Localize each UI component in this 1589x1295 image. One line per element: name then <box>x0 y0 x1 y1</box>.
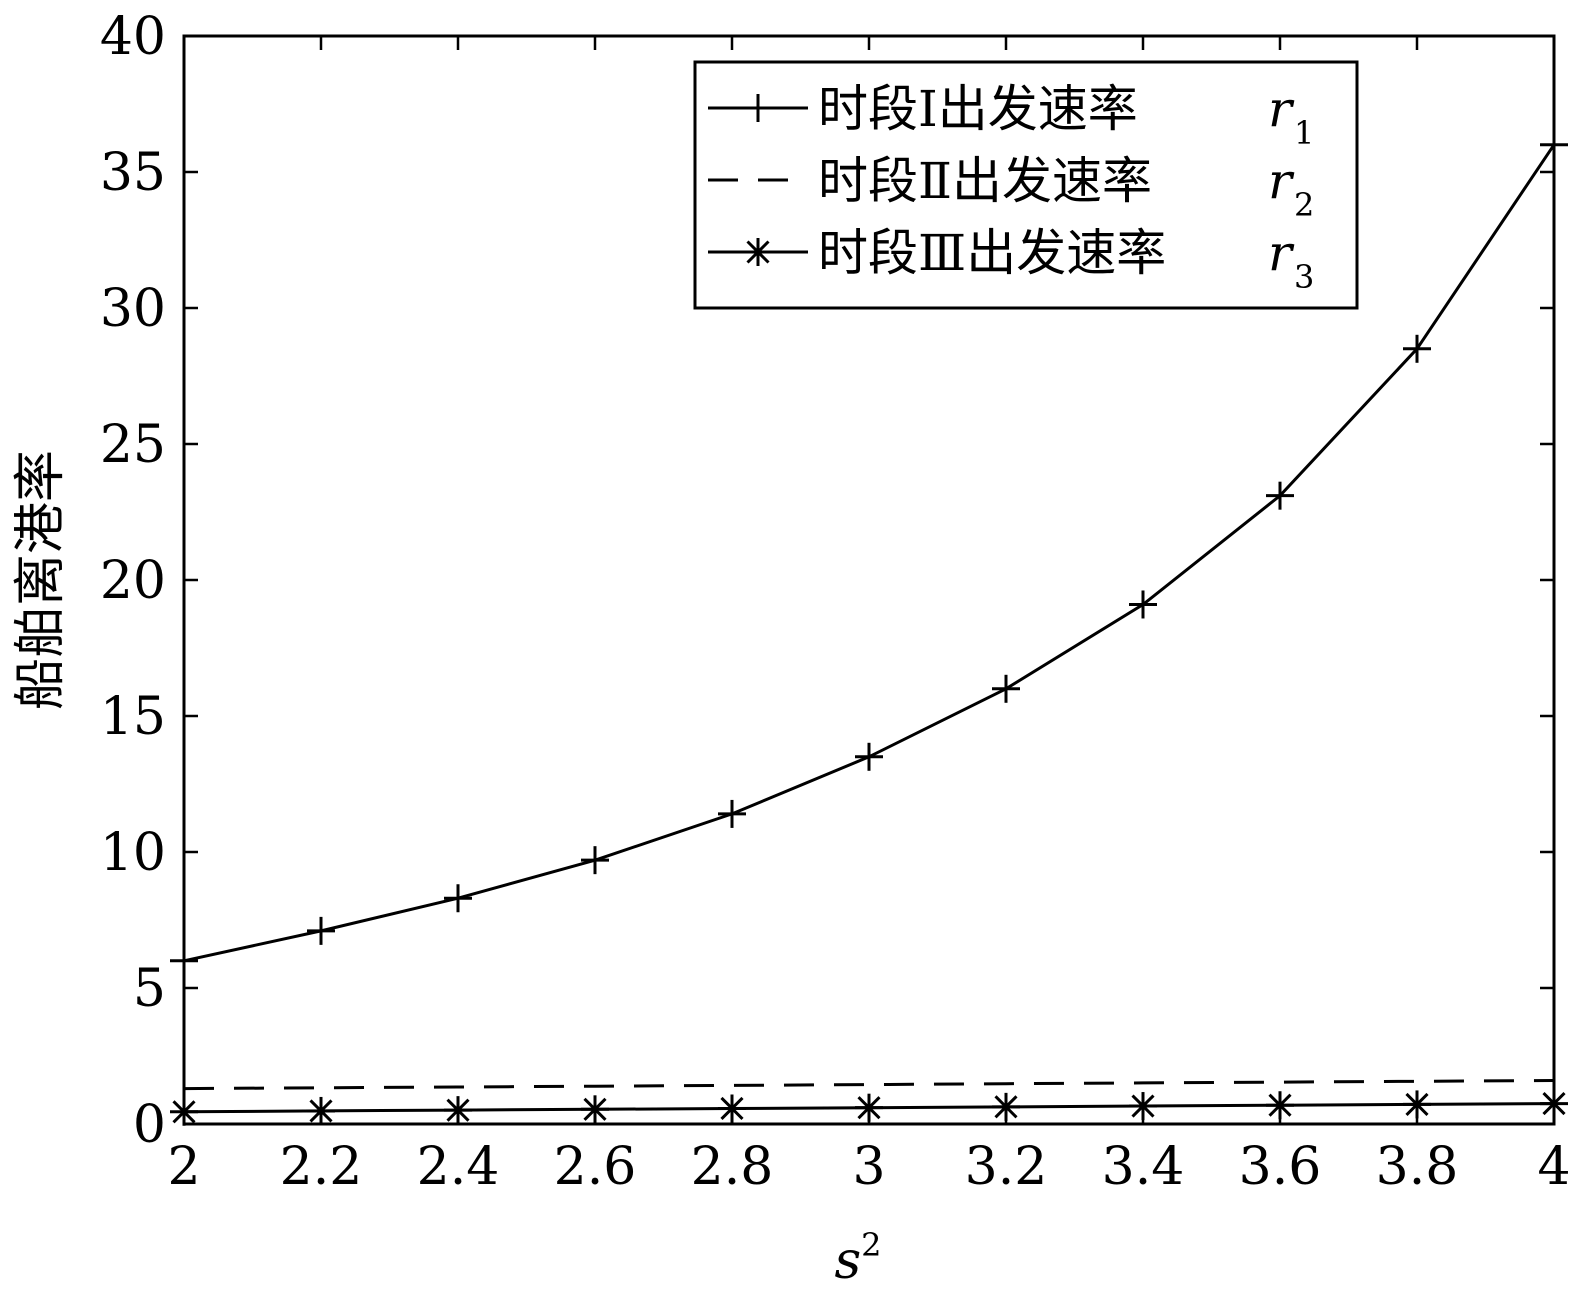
x-tick-label: 2.2 <box>280 1137 363 1197</box>
y-tick-label: 15 <box>100 687 166 747</box>
series-1-point <box>307 916 335 945</box>
series-1-point <box>444 884 472 913</box>
legend-subscript: 1 <box>1294 114 1314 152</box>
y-tick-label: 40 <box>100 7 166 67</box>
series-3-point <box>855 1093 883 1122</box>
marker-stroke <box>720 1096 744 1121</box>
y-tick-label: 25 <box>100 415 166 475</box>
x-axis-label-text: s <box>834 1231 861 1291</box>
svg-text:s2: s2 <box>834 1226 881 1291</box>
series-2 <box>183 1079 1555 1091</box>
legend-marker-sample <box>744 94 772 122</box>
series-3 <box>170 1089 1568 1126</box>
x-tick-label: 3.2 <box>965 1137 1048 1197</box>
series-1-point <box>1403 334 1431 363</box>
series-3-point <box>992 1092 1020 1121</box>
series-1-point <box>1129 590 1157 619</box>
marker-stroke <box>746 240 770 264</box>
marker-stroke <box>1405 1092 1429 1116</box>
legend-subscript: 3 <box>1294 258 1314 296</box>
x-tick-label: 2.4 <box>417 1137 500 1197</box>
y-tick-label: 5 <box>133 959 166 1019</box>
ticks-layer: 2 2.2 2.4 2.6 2.8 3 3.2 3.4 3.6 3.8 40510152025303… <box>100 7 1571 1197</box>
legend-label: 时段Ⅱ出发速率 <box>818 152 1152 210</box>
series-2-line <box>183 1079 1555 1091</box>
x-tick-label: 2 <box>167 1137 200 1197</box>
x-axis-label-superscript: 2 <box>861 1226 881 1264</box>
marker-stroke <box>994 1095 1018 1119</box>
legend-entry-1: 时段Ⅰ出发速率 r 1 <box>708 80 1314 152</box>
series-1-point <box>1266 481 1294 510</box>
legend-subscript: 2 <box>1294 186 1314 224</box>
marker-stroke <box>857 1096 881 1120</box>
series-1-point <box>581 846 609 875</box>
legend-symbol: r <box>1268 152 1295 210</box>
legend-label: 时段Ⅲ出发速率 <box>818 224 1166 282</box>
x-tick-label: 2.6 <box>554 1137 637 1197</box>
legend-label: 时段Ⅰ出发速率 <box>818 80 1138 138</box>
legend-marker-sample <box>744 238 772 266</box>
y-axis-label: 船舶离港率 <box>11 450 71 710</box>
marker-stroke <box>583 1097 607 1121</box>
y-tick-label: 0 <box>133 1095 166 1155</box>
x-tick-label: 3.4 <box>1102 1137 1185 1197</box>
y-tick-label: 35 <box>100 143 166 203</box>
x-tick-label: 2.8 <box>691 1137 774 1197</box>
x-tick-label: 3.8 <box>1376 1137 1459 1197</box>
series-3-point <box>1403 1090 1431 1119</box>
series-3-point <box>581 1095 609 1124</box>
legend-box <box>693 60 1359 310</box>
x-tick-label: 3 <box>852 1137 885 1197</box>
marker-stroke <box>1131 1094 1155 1118</box>
legend-entry-2: 时段Ⅱ出发速率 r 2 <box>708 152 1314 224</box>
x-tick-label: 4 <box>1537 1137 1570 1197</box>
legend-symbol: r <box>1268 224 1295 282</box>
series-1-point <box>718 799 746 828</box>
y-tick-label: 10 <box>100 823 166 883</box>
series-1-point <box>855 742 883 771</box>
y-tick-label: 20 <box>100 551 166 611</box>
marker-stroke <box>1268 1093 1292 1117</box>
x-tick-label: 3.6 <box>1239 1137 1322 1197</box>
series-1-point <box>992 674 1020 703</box>
y-tick-label: 30 <box>100 279 166 339</box>
legend-symbol: r <box>1268 80 1295 138</box>
x-axis-label: s2 <box>834 1226 881 1291</box>
legend-entry-3: 时段Ⅲ出发速率 r 3 <box>708 224 1314 296</box>
